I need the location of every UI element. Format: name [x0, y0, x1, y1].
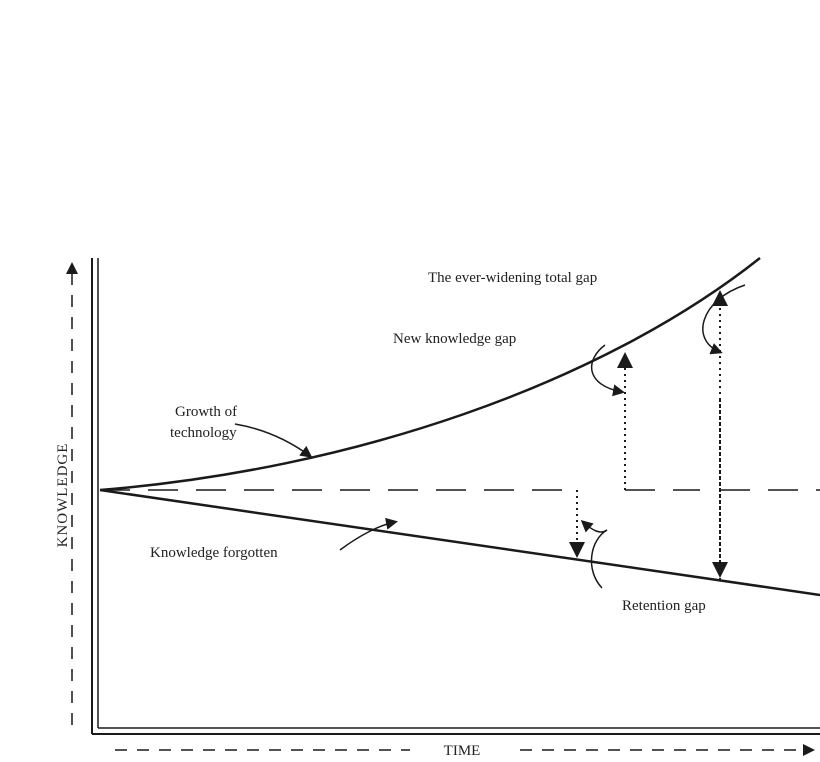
growth-label: Growth of — [175, 404, 237, 420]
x-axis-label: TIME — [444, 743, 481, 759]
forgotten-line — [100, 490, 820, 595]
leader — [592, 345, 622, 392]
leader — [235, 424, 310, 456]
growth-label: technology — [170, 425, 237, 441]
leader — [583, 522, 607, 532]
new-gap-label: New knowledge gap — [393, 331, 516, 347]
forgotten-label: Knowledge forgotten — [150, 545, 278, 561]
total-gap-label: The ever-widening total gap — [428, 270, 597, 286]
leader — [591, 530, 607, 588]
diagram: KNOWLEDGE TIME The ever-widening total g… — [0, 0, 820, 762]
y-axis-label: KNOWLEDGE — [55, 443, 71, 548]
growth-curve — [100, 258, 760, 490]
retention-label: Retention gap — [622, 598, 706, 614]
